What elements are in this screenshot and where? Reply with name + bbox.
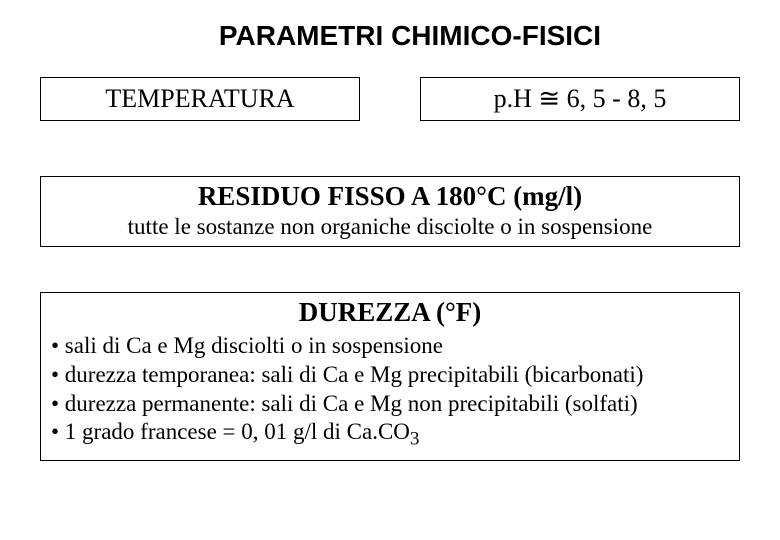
temperatura-label: TEMPERATURA xyxy=(105,84,294,113)
durezza-subscript: 3 xyxy=(410,429,420,450)
ph-box: p.H ≅ 6, 5 - 8, 5 xyxy=(420,77,740,121)
residuo-subtitle: tutte le sostanze non organiche disciolt… xyxy=(51,214,729,240)
durezza-item-text: • 1 grado francese = 0, 01 g/l di Ca.CO xyxy=(51,419,410,444)
temperatura-box: TEMPERATURA xyxy=(40,77,360,121)
durezza-heading: DUREZZA (°F) xyxy=(51,297,729,328)
top-row: TEMPERATURA p.H ≅ 6, 5 - 8, 5 xyxy=(30,77,750,121)
residuo-heading: RESIDUO FISSO A 180°C (mg/l) xyxy=(51,181,729,212)
page-title: PARAMETRI CHIMICO-FISICI xyxy=(70,20,750,52)
ph-label: p.H ≅ 6, 5 - 8, 5 xyxy=(494,84,667,113)
durezza-item: • 1 grado francese = 0, 01 g/l di Ca.CO3 xyxy=(51,418,729,452)
durezza-item: • durezza temporanea: sali di Ca e Mg pr… xyxy=(51,361,729,390)
durezza-item: • durezza permanente: sali di Ca e Mg no… xyxy=(51,390,729,419)
durezza-box: DUREZZA (°F) • sali di Ca e Mg disciolti… xyxy=(40,292,740,461)
residuo-box: RESIDUO FISSO A 180°C (mg/l) tutte le so… xyxy=(40,176,740,247)
durezza-item: • sali di Ca e Mg disciolti o in sospens… xyxy=(51,332,729,361)
